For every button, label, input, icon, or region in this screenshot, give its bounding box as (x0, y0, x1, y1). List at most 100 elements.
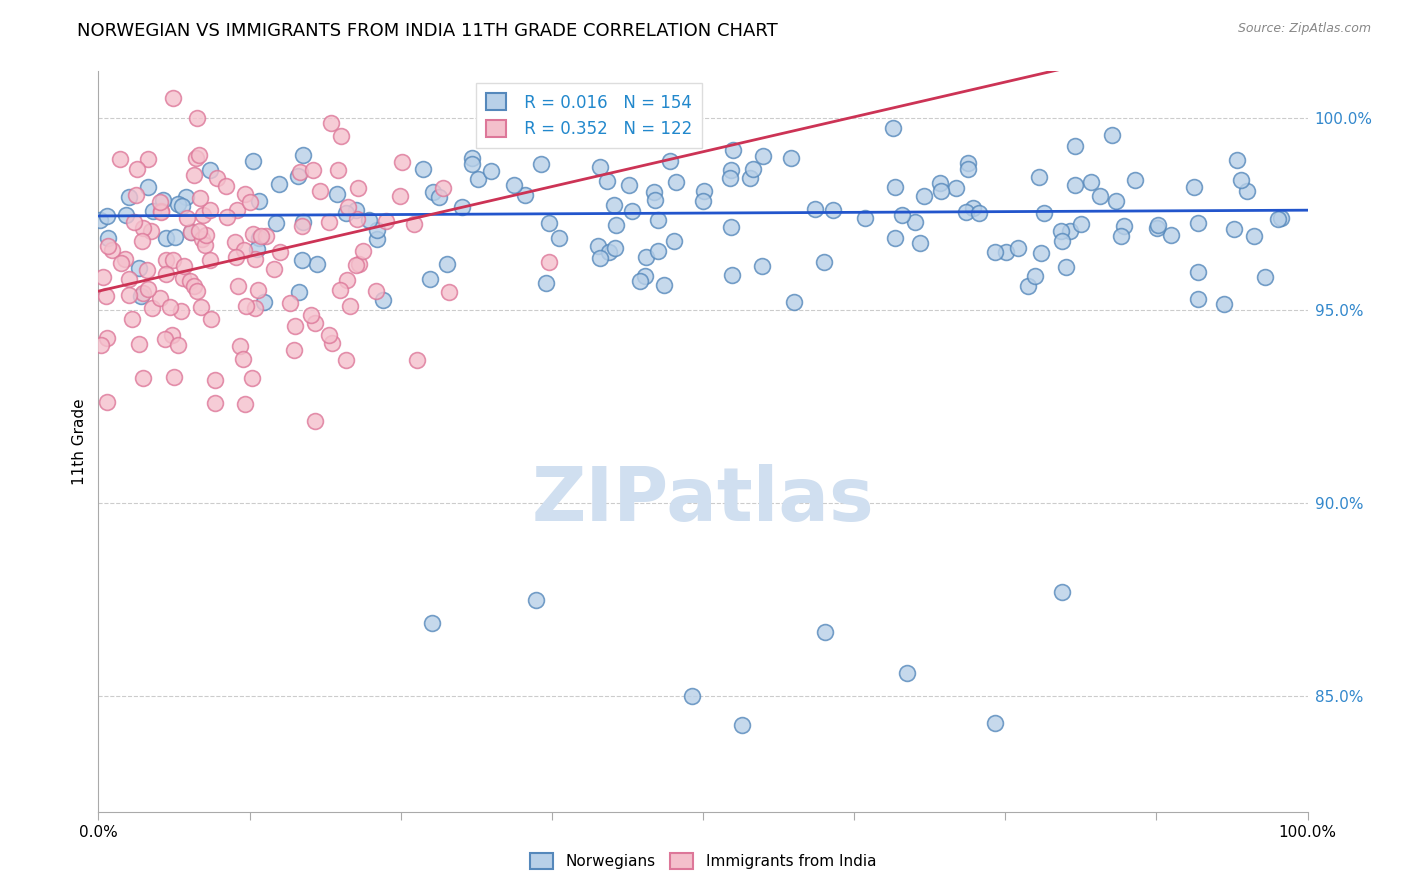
Point (347, 181, 370, 195)
Point (647, 213, 669, 227)
Point (412, 162, 434, 177)
Point (1114, 219, 1136, 233)
Point (148, 194, 170, 209)
Point (366, 223, 388, 237)
Point (114, 252, 136, 266)
Point (548, 231, 571, 245)
Point (291, 215, 314, 229)
Point (172, 199, 194, 213)
Point (174, 190, 197, 204)
Point (205, 171, 228, 186)
Point (519, 127, 541, 141)
Point (346, 202, 368, 217)
Point (1109, 228, 1132, 243)
Point (1187, 216, 1209, 230)
Point (450, 200, 472, 214)
Point (374, 214, 396, 228)
Point (1254, 270, 1277, 285)
Point (215, 179, 238, 194)
Point (603, 240, 626, 254)
Point (96, 395, 118, 409)
Point (782, 295, 804, 310)
Point (131, 289, 153, 303)
Point (652, 278, 675, 293)
Point (186, 284, 208, 298)
Legend: Norwegians, Immigrants from India: Norwegians, Immigrants from India (524, 847, 882, 875)
Point (321, 336, 343, 351)
Y-axis label: 11th Grade: 11th Grade (72, 398, 87, 485)
Point (422, 185, 444, 199)
Point (721, 143, 744, 157)
Point (125, 161, 148, 176)
Point (305, 257, 328, 271)
Point (110, 256, 132, 270)
Point (662, 234, 685, 248)
Point (335, 353, 357, 368)
Point (595, 174, 617, 188)
Point (1031, 246, 1053, 260)
Point (1101, 128, 1123, 142)
Point (738, 170, 761, 185)
Point (153, 332, 176, 346)
Point (242, 154, 264, 169)
Point (96, 210, 118, 224)
Point (247, 194, 270, 208)
Point (162, 91, 184, 105)
Point (204, 396, 226, 410)
Point (929, 176, 952, 190)
Point (855, 211, 877, 226)
Point (1236, 184, 1258, 198)
Point (884, 179, 907, 194)
Point (336, 273, 359, 287)
Point (884, 231, 907, 245)
Point (621, 204, 644, 219)
Point (1123, 173, 1146, 187)
Point (291, 219, 314, 234)
Point (967, 206, 990, 220)
Point (1187, 292, 1209, 306)
Point (191, 208, 214, 222)
Point (371, 293, 394, 307)
Point (537, 216, 560, 230)
Point (1147, 218, 1170, 232)
Point (191, 232, 214, 246)
Point (190, 301, 212, 315)
Point (225, 202, 247, 217)
Point (136, 153, 159, 167)
Point (479, 163, 502, 178)
Point (254, 228, 277, 243)
Point (308, 184, 330, 198)
Point (243, 301, 266, 315)
Point (1267, 212, 1289, 227)
Point (246, 283, 269, 297)
Point (183, 168, 205, 182)
Point (118, 287, 141, 301)
Point (321, 116, 343, 130)
Point (215, 211, 238, 225)
Point (97, 239, 120, 253)
Point (299, 308, 322, 322)
Point (240, 371, 263, 385)
Point (813, 625, 835, 640)
Point (91, 270, 114, 285)
Point (233, 187, 256, 202)
Point (253, 295, 276, 310)
Point (1050, 235, 1073, 249)
Point (198, 162, 221, 177)
Point (167, 197, 190, 211)
Point (957, 161, 980, 176)
Point (128, 337, 150, 351)
Point (461, 157, 484, 171)
Point (1080, 176, 1102, 190)
Point (634, 250, 657, 264)
Point (180, 225, 202, 239)
Point (693, 185, 716, 199)
Point (179, 274, 201, 288)
Point (1226, 153, 1249, 167)
Point (96, 331, 118, 345)
Point (891, 208, 914, 222)
Text: ZIPatlas: ZIPatlas (531, 464, 875, 537)
Point (586, 239, 609, 253)
Point (681, 689, 703, 703)
Point (437, 285, 460, 299)
